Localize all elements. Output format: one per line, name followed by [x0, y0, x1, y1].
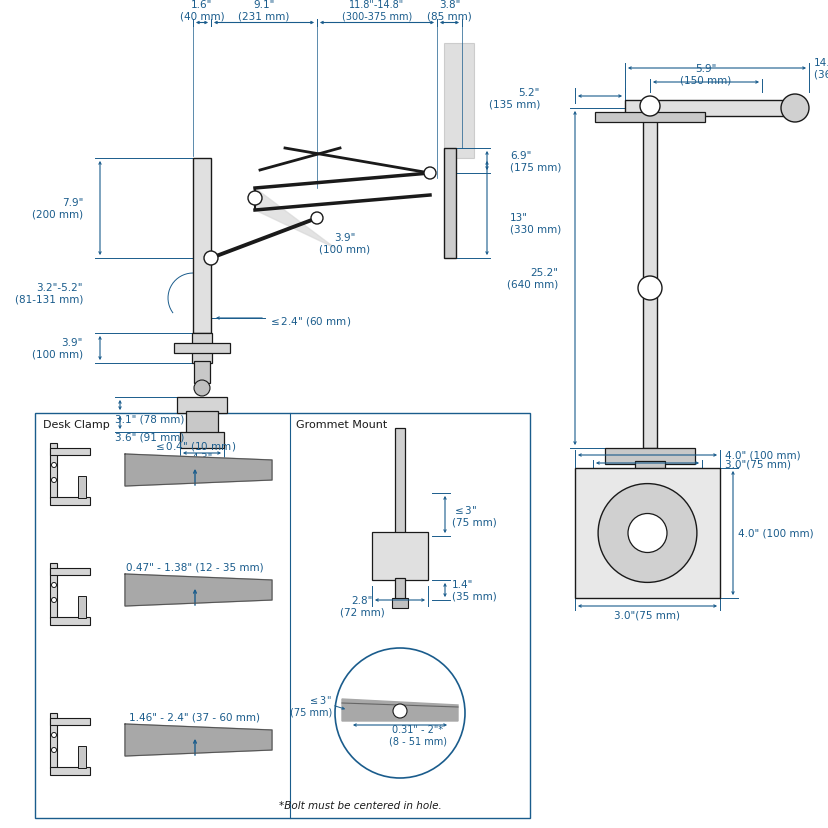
- Text: 11.8"-14.8"
(300-375 mm): 11.8"-14.8" (300-375 mm): [341, 0, 412, 22]
- Text: 3.0"(75 mm): 3.0"(75 mm): [614, 610, 680, 620]
- Polygon shape: [125, 724, 272, 756]
- Bar: [444, 149, 455, 258]
- Text: 7.9"
(200 mm): 7.9" (200 mm): [31, 198, 83, 219]
- Text: 1.46" - 2.4" (37 - 60 mm): 1.46" - 2.4" (37 - 60 mm): [129, 712, 260, 722]
- Bar: [634, 461, 664, 484]
- Bar: [50, 449, 90, 455]
- Text: $\leq$3"
(75 mm): $\leq$3" (75 mm): [451, 503, 496, 527]
- Bar: [50, 563, 57, 619]
- Text: *Bolt must be centered in hole.: *Bolt must be centered in hole.: [278, 800, 440, 810]
- Text: 6.9"
(175 mm): 6.9" (175 mm): [509, 151, 561, 172]
- Text: 3.1" (78 mm): 3.1" (78 mm): [115, 413, 184, 423]
- Text: 0.47" - 1.38" (12 - 35 mm): 0.47" - 1.38" (12 - 35 mm): [126, 562, 263, 572]
- Text: 5.2"
(135 mm): 5.2" (135 mm): [488, 88, 539, 109]
- Bar: [185, 412, 218, 434]
- Bar: [624, 101, 794, 117]
- Bar: [78, 746, 86, 768]
- Bar: [50, 767, 90, 775]
- Bar: [50, 568, 90, 575]
- Text: 3.2"-5.2"
(81-131 mm): 3.2"-5.2" (81-131 mm): [15, 283, 83, 305]
- Polygon shape: [255, 189, 335, 248]
- Text: 4.3"
(110 mm): 4.3" (110 mm): [176, 453, 228, 474]
- Circle shape: [51, 748, 56, 753]
- Circle shape: [392, 704, 407, 718]
- Bar: [50, 617, 90, 625]
- Bar: [394, 578, 405, 600]
- Bar: [604, 449, 694, 465]
- Text: 3.0"(75 mm): 3.0"(75 mm): [724, 460, 790, 469]
- Circle shape: [780, 95, 808, 123]
- Text: 1.4"
(35 mm): 1.4" (35 mm): [451, 580, 496, 601]
- Bar: [444, 44, 474, 159]
- Text: 9.1"
(231 mm): 9.1" (231 mm): [238, 0, 289, 22]
- Text: Desk Clamp: Desk Clamp: [43, 420, 109, 430]
- Bar: [180, 432, 224, 449]
- Bar: [50, 713, 57, 768]
- Bar: [194, 362, 209, 383]
- Text: Grommet Mount: Grommet Mount: [296, 420, 387, 430]
- Polygon shape: [342, 699, 457, 721]
- Text: $\leq$0.4" (10 mm): $\leq$0.4" (10 mm): [153, 440, 236, 452]
- Circle shape: [194, 381, 209, 397]
- Text: 0.31" - 2"*
(8 - 51 mm): 0.31" - 2"* (8 - 51 mm): [388, 724, 446, 746]
- Bar: [174, 344, 229, 354]
- Circle shape: [597, 484, 696, 583]
- Text: $\leq$2.4" (60 mm): $\leq$2.4" (60 mm): [267, 315, 351, 328]
- Bar: [177, 397, 227, 413]
- Bar: [394, 428, 405, 538]
- Circle shape: [51, 463, 56, 468]
- Bar: [50, 498, 90, 505]
- Bar: [50, 444, 57, 498]
- Circle shape: [639, 97, 659, 117]
- Bar: [575, 469, 720, 599]
- Text: 2.8"
(72 mm): 2.8" (72 mm): [339, 595, 384, 617]
- Bar: [35, 413, 529, 818]
- Text: 4.0" (100 mm): 4.0" (100 mm): [737, 528, 812, 538]
- Text: 13"
(330 mm): 13" (330 mm): [509, 213, 561, 234]
- Text: 3.9"
(100 mm): 3.9" (100 mm): [319, 233, 370, 254]
- Polygon shape: [125, 455, 272, 486]
- Circle shape: [51, 478, 56, 483]
- Text: 3.9"
(100 mm): 3.9" (100 mm): [31, 338, 83, 359]
- Circle shape: [248, 192, 262, 205]
- Text: 25.2"
(640 mm): 25.2" (640 mm): [506, 268, 557, 290]
- Circle shape: [51, 733, 56, 738]
- Circle shape: [628, 514, 667, 553]
- Bar: [372, 532, 427, 580]
- Text: 3.6" (91 mm): 3.6" (91 mm): [115, 432, 184, 442]
- Circle shape: [51, 583, 56, 588]
- Bar: [192, 334, 212, 363]
- Bar: [392, 599, 407, 609]
- Bar: [78, 596, 86, 619]
- Circle shape: [638, 277, 662, 301]
- Bar: [585, 484, 714, 497]
- Bar: [643, 108, 657, 449]
- Bar: [78, 476, 86, 498]
- Bar: [595, 113, 704, 123]
- Circle shape: [51, 598, 56, 603]
- Text: 1.6"
(40 mm): 1.6" (40 mm): [180, 0, 224, 22]
- Text: 3.8"
(85 mm): 3.8" (85 mm): [426, 0, 471, 22]
- Circle shape: [310, 213, 323, 224]
- Text: 4.0" (100 mm): 4.0" (100 mm): [724, 450, 800, 460]
- Text: 14.2"
(360 mm): 14.2" (360 mm): [813, 58, 828, 79]
- Text: $\leq$3"
(75 mm): $\leq$3" (75 mm): [290, 693, 331, 717]
- Bar: [193, 159, 211, 334]
- Bar: [50, 718, 90, 725]
- Circle shape: [423, 168, 436, 180]
- Polygon shape: [125, 575, 272, 606]
- Text: 5.9"
(150 mm): 5.9" (150 mm): [680, 64, 731, 85]
- Circle shape: [204, 252, 218, 266]
